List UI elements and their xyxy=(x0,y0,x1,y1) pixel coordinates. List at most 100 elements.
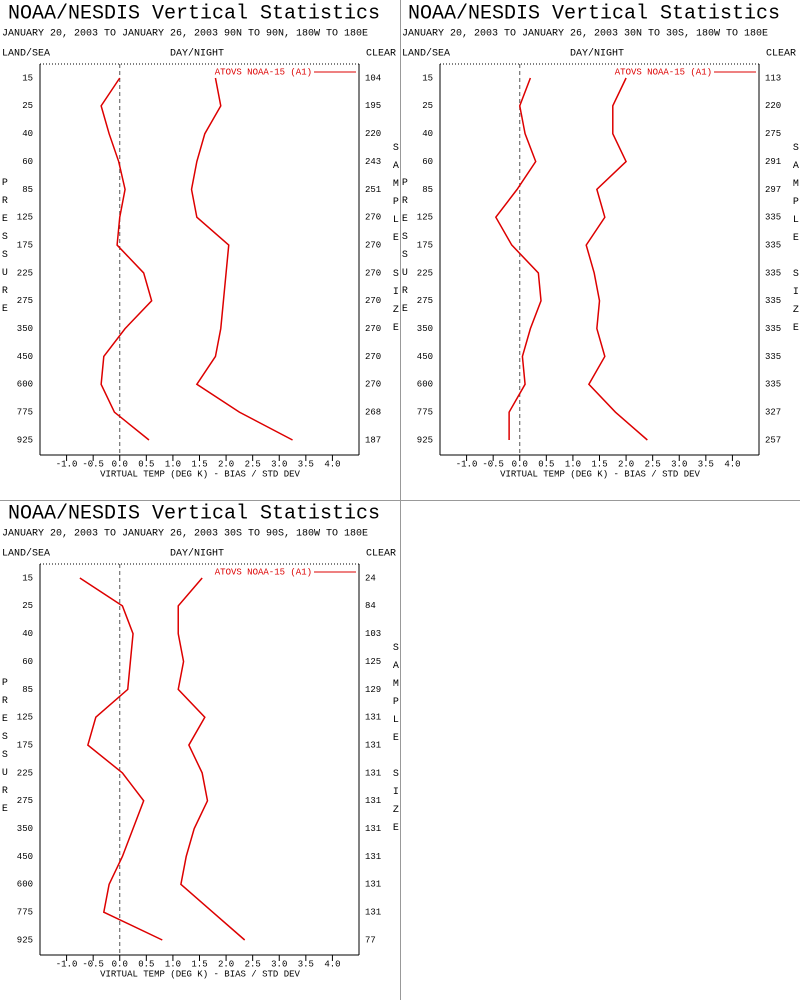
sample-size: 131 xyxy=(365,824,381,834)
y-tick-label: 775 xyxy=(17,908,33,918)
y-tick-label: 600 xyxy=(17,380,33,390)
chart-title: NOAA/NESDIS Vertical Statistics xyxy=(8,502,380,525)
x-tick-label: 3.0 xyxy=(271,459,287,469)
x-tick-label: 4.0 xyxy=(324,959,340,969)
y-tick-label: 85 xyxy=(422,185,433,195)
y2-axis-title: SAMPLE SIZE xyxy=(390,643,401,841)
y-tick-label: 600 xyxy=(417,380,433,390)
legend-label: ATOVS NOAA-15 (A1) xyxy=(615,67,712,77)
data-line xyxy=(190,77,293,441)
sample-size: 125 xyxy=(365,657,381,667)
y-tick-label: 350 xyxy=(17,824,33,834)
sample-size: 335 xyxy=(765,296,781,306)
land-sea-label: LAND/SEA xyxy=(402,48,450,60)
sample-size: 327 xyxy=(765,408,781,418)
sample-size: 270 xyxy=(365,240,381,250)
sample-size: 220 xyxy=(765,101,781,111)
sample-size: 275 xyxy=(765,129,781,139)
x-tick-label: 0.5 xyxy=(138,459,154,469)
sample-size: 131 xyxy=(365,768,381,778)
sample-size: 270 xyxy=(365,352,381,362)
y-tick-label: 15 xyxy=(22,73,33,83)
x-tick-label: -1.0 xyxy=(456,459,478,469)
sample-size: 270 xyxy=(365,268,381,278)
y-tick-label: 15 xyxy=(22,573,33,583)
sample-size: 187 xyxy=(365,435,381,445)
sample-size: 335 xyxy=(765,380,781,390)
x-tick-label: 2.0 xyxy=(618,459,634,469)
y-tick-label: 40 xyxy=(22,129,33,139)
data-line xyxy=(585,77,648,441)
y-tick-label: 225 xyxy=(417,268,433,278)
chart-title: NOAA/NESDIS Vertical Statistics xyxy=(408,2,780,25)
sample-size: 291 xyxy=(765,157,781,167)
subtitle: JANUARY 20, 2003 TO JANUARY 26, 2003 90N… xyxy=(2,29,368,40)
y-tick-label: 225 xyxy=(17,268,33,278)
y-tick-label: 925 xyxy=(17,435,33,445)
x-tick-label: 3.0 xyxy=(271,959,287,969)
sample-size: 220 xyxy=(365,129,381,139)
x-tick-label: 3.0 xyxy=(671,459,687,469)
subtitle: JANUARY 20, 2003 TO JANUARY 26, 2003 30S… xyxy=(2,529,368,540)
sample-size: 335 xyxy=(765,240,781,250)
sample-size: 335 xyxy=(765,213,781,223)
y-tick-label: 15 xyxy=(422,73,433,83)
x-tick-label: 0.0 xyxy=(112,959,128,969)
x-tick-label: 3.5 xyxy=(698,459,714,469)
sample-size: 270 xyxy=(365,324,381,334)
sample-size: 77 xyxy=(365,935,376,945)
y-tick-label: 275 xyxy=(17,796,33,806)
y-tick-label: 25 xyxy=(22,101,33,111)
x-tick-label: 4.0 xyxy=(724,459,740,469)
y-tick-label: 925 xyxy=(17,935,33,945)
data-line xyxy=(494,77,542,440)
x-tick-label: 0.0 xyxy=(112,459,128,469)
data-line xyxy=(100,77,153,441)
y-tick-label: 85 xyxy=(22,185,33,195)
sample-size: 335 xyxy=(765,324,781,334)
y-tick-label: 450 xyxy=(417,352,433,362)
sample-size: 131 xyxy=(365,852,381,862)
y-tick-label: 275 xyxy=(417,296,433,306)
sample-size: 103 xyxy=(365,629,381,639)
chart-panel: NOAA/NESDIS Vertical Statistics JANUARY 2… xyxy=(0,502,401,979)
clear-label: CLEAR xyxy=(766,49,796,60)
x-tick-label: 1.0 xyxy=(565,459,581,469)
x-tick-label: 0.5 xyxy=(538,459,554,469)
x-tick-label: 2.0 xyxy=(218,459,234,469)
x-tick-label: 4.0 xyxy=(324,459,340,469)
y-tick-label: 25 xyxy=(22,601,33,611)
sample-size: 104 xyxy=(365,73,381,83)
x-tick-label: 0.5 xyxy=(138,959,154,969)
sample-size: 297 xyxy=(765,185,781,195)
y-tick-label: 450 xyxy=(17,852,33,862)
sample-size: 131 xyxy=(365,908,381,918)
sample-size: 131 xyxy=(365,796,381,806)
land-sea-label: LAND/SEA xyxy=(2,548,50,560)
x-tick-label: 1.0 xyxy=(165,459,181,469)
y-tick-label: 60 xyxy=(22,157,33,167)
y2-axis-title: SAMPLE SIZE xyxy=(790,143,800,341)
legend-label: ATOVS NOAA-15 (A1) xyxy=(215,67,312,77)
clear-label: CLEAR xyxy=(366,49,396,60)
y-tick-label: 175 xyxy=(417,240,433,250)
x-tick-label: 1.5 xyxy=(191,959,207,969)
y-tick-label: 85 xyxy=(22,685,33,695)
day-night-label: DAY/NIGHT xyxy=(170,48,224,60)
x-tick-label: 3.5 xyxy=(298,959,314,969)
x-tick-label: 3.5 xyxy=(298,459,314,469)
y-axis-title: PRESSURE xyxy=(399,178,410,322)
x-tick-label: 2.5 xyxy=(245,459,261,469)
x-tick-label: -0.5 xyxy=(482,459,504,469)
y-tick-label: 450 xyxy=(17,352,33,362)
sample-size: 195 xyxy=(365,101,381,111)
sample-size: 270 xyxy=(365,213,381,223)
x-tick-label: 2.0 xyxy=(218,959,234,969)
y-tick-label: 125 xyxy=(417,213,433,223)
x-tick-label: -0.5 xyxy=(82,959,104,969)
legend-label: ATOVS NOAA-15 (A1) xyxy=(215,567,312,577)
day-night-label: DAY/NIGHT xyxy=(570,48,624,60)
sample-size: 131 xyxy=(365,740,381,750)
chart-panel: NOAA/NESDIS Vertical Statistics JANUARY 2… xyxy=(399,2,800,479)
